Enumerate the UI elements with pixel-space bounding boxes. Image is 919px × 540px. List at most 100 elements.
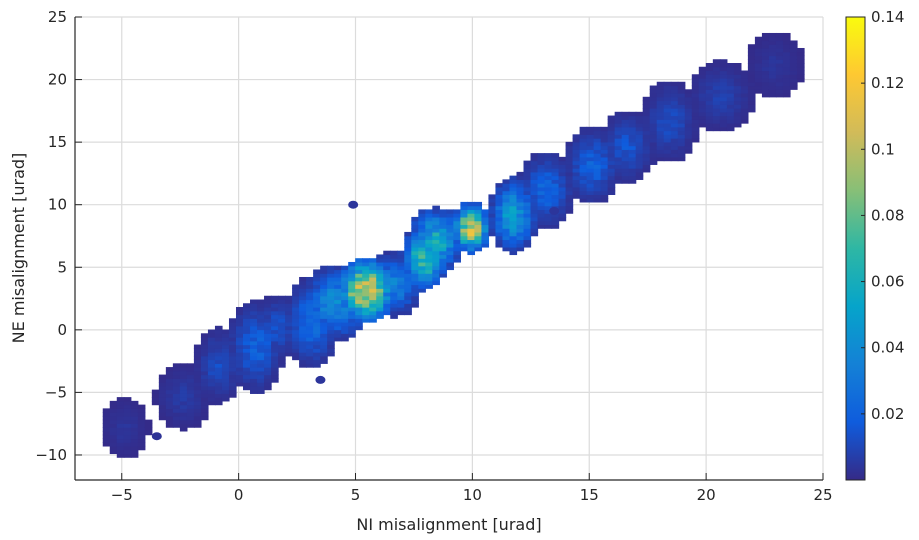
heatmap-cell <box>740 85 749 90</box>
heatmap-cell <box>712 70 721 75</box>
heatmap-cell <box>221 397 230 402</box>
heatmap-cell <box>334 265 342 271</box>
heatmap-cell <box>726 85 735 90</box>
heatmap-cell <box>235 329 244 334</box>
heatmap-cell <box>123 438 132 443</box>
heatmap-cell <box>285 295 293 301</box>
heatmap-cell <box>179 404 188 409</box>
heatmap-cell <box>383 310 391 316</box>
heatmap-cell <box>376 310 384 316</box>
heatmap-cell <box>411 295 419 301</box>
heatmap-cell <box>327 269 335 274</box>
heatmap-cell <box>502 246 511 252</box>
heatmap-cell <box>705 66 714 72</box>
heatmap-cell <box>768 32 777 38</box>
heatmap-cell <box>264 318 272 323</box>
heatmap-cell <box>116 430 125 436</box>
heatmap-cell <box>544 213 553 218</box>
heatmap-cell <box>404 250 412 256</box>
heatmap-cell <box>327 344 335 349</box>
heatmap-cell <box>320 314 328 319</box>
heatmap-cell <box>397 288 405 293</box>
heatmap-cell <box>579 168 588 173</box>
heatmap-cell <box>243 322 251 327</box>
heatmap-cell <box>264 322 272 327</box>
heatmap-cell <box>418 235 426 241</box>
heatmap-cell <box>390 254 398 259</box>
heatmap-cell <box>172 419 181 424</box>
heatmap-cell <box>572 175 581 180</box>
heatmap-cell <box>193 393 202 398</box>
heatmap-cell <box>530 171 539 177</box>
heatmap-cell <box>754 78 763 83</box>
heatmap-cell <box>334 273 342 278</box>
heatmap-cell <box>712 123 721 128</box>
heatmap-cell <box>250 318 258 323</box>
heatmap-cell <box>292 322 300 327</box>
heatmap-cell <box>502 235 511 241</box>
heatmap-cell <box>474 213 483 218</box>
heatmap-cell <box>130 400 139 406</box>
heatmap-cell <box>593 190 602 195</box>
heatmap-cell <box>264 325 272 331</box>
heatmap-cell <box>782 32 791 38</box>
heatmap-cell <box>130 445 139 451</box>
heatmap-cell <box>369 280 377 286</box>
heatmap-cell <box>789 63 798 68</box>
heatmap-cell <box>369 310 377 316</box>
heatmap-cell <box>642 119 651 124</box>
heatmap-cell <box>481 216 490 222</box>
heatmap-cell <box>235 363 244 368</box>
heatmap-cell <box>558 156 567 162</box>
heatmap-cell <box>705 123 714 128</box>
heatmap-cell <box>747 47 756 53</box>
heatmap-cell <box>271 363 279 368</box>
heatmap-cell <box>158 400 167 406</box>
heatmap-cell <box>235 359 244 364</box>
heatmap-cell <box>467 220 476 226</box>
heatmap-cell <box>165 400 174 406</box>
heatmap-cell <box>250 310 258 316</box>
heatmap-cell <box>264 348 272 353</box>
heatmap-cell <box>768 74 777 79</box>
heatmap-cell <box>460 220 468 226</box>
heatmap-cell <box>782 55 791 60</box>
heatmap-cell <box>607 160 616 165</box>
heatmap-cell <box>495 243 504 248</box>
heatmap-cell <box>362 314 370 319</box>
heatmap-cell <box>123 449 132 455</box>
heatmap-cell <box>600 198 609 203</box>
heatmap-cell <box>334 276 342 282</box>
heatmap-cell <box>320 288 328 293</box>
heatmap-cell <box>579 156 588 162</box>
heatmap-cell <box>719 111 728 117</box>
heatmap-cell <box>320 325 328 331</box>
heatmap-cell <box>172 415 181 421</box>
heatmap-cell <box>193 397 202 402</box>
heatmap-cell <box>116 423 125 428</box>
heatmap-cell <box>221 344 230 349</box>
heatmap-cell <box>214 370 223 376</box>
heatmap-cell <box>558 160 567 165</box>
heatmap-cell <box>186 378 195 383</box>
heatmap-cell <box>649 153 658 158</box>
heatmap-cell <box>278 344 286 349</box>
heatmap-cell <box>712 89 721 94</box>
heatmap-cell <box>102 415 111 421</box>
heatmap-cell <box>348 329 356 334</box>
heatmap-cell <box>446 246 454 252</box>
heatmap-cell <box>726 93 735 98</box>
heatmap-cell <box>264 344 272 349</box>
heatmap-cell <box>278 355 286 361</box>
heatmap-cell <box>292 288 300 293</box>
heatmap-cell <box>383 288 391 293</box>
heatmap-cell <box>537 171 546 177</box>
heatmap-cell <box>502 198 511 203</box>
heatmap-cell <box>649 160 658 165</box>
heatmap-cell <box>768 51 777 57</box>
heatmap-cell <box>200 415 209 421</box>
heatmap-cell <box>179 415 188 421</box>
heatmap-cell <box>726 123 735 128</box>
heatmap-cell <box>193 423 202 428</box>
